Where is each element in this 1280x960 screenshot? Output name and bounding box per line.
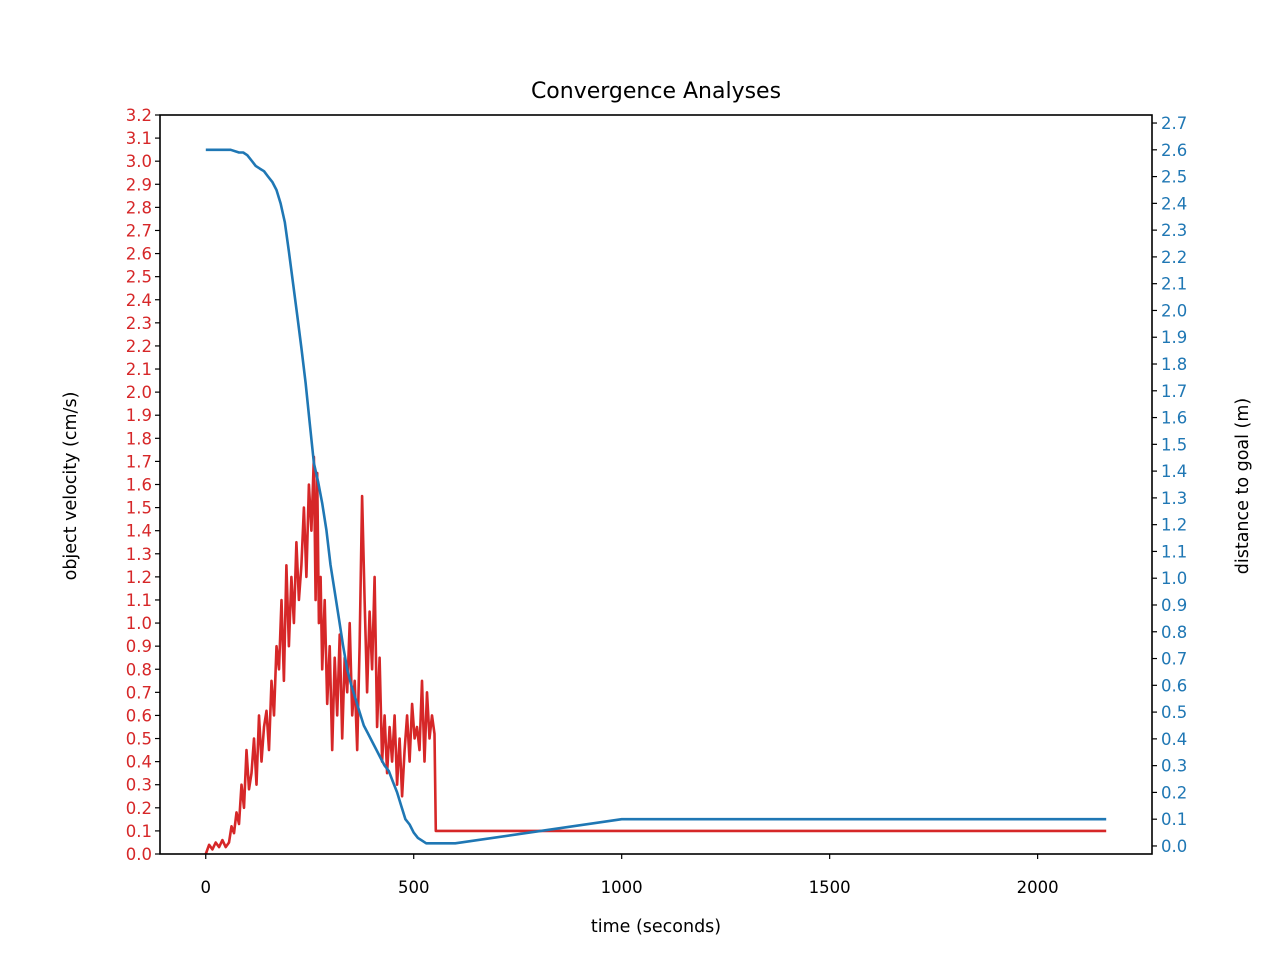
right-tick-label: 0.6: [1161, 676, 1187, 695]
left-tick-label: 1.2: [126, 568, 152, 587]
left-tick-label: 3.1: [126, 129, 152, 148]
right-tick-label: 2.2: [1161, 248, 1187, 267]
right-tick-label: 1.1: [1161, 542, 1187, 561]
left-tick-label: 3.2: [126, 106, 152, 125]
distance-series-line: [205, 148, 1107, 845]
x-tick-label: 2000: [1017, 878, 1059, 897]
right-tick-label: 1.3: [1161, 489, 1187, 508]
left-tick-label: 0.9: [126, 637, 152, 656]
right-tick-label: 1.5: [1161, 435, 1187, 454]
left-tick-label: 1.8: [126, 429, 152, 448]
x-tick-label: 0: [201, 878, 212, 897]
left-tick-label: 2.9: [126, 175, 152, 194]
right-tick-label: 0.9: [1161, 596, 1187, 615]
right-axis-label: distance to goal (m): [1233, 398, 1253, 575]
left-tick-label: 0.2: [126, 799, 152, 818]
left-tick-label: 0.5: [126, 730, 152, 749]
x-tick-label: 500: [398, 878, 430, 897]
right-tick-label: 2.0: [1161, 301, 1187, 320]
x-tick-label: 1000: [601, 878, 643, 897]
left-tick-label: 2.7: [126, 221, 152, 240]
left-tick-label: 2.1: [126, 360, 152, 379]
left-tick-label: 2.2: [126, 337, 152, 356]
right-tick-label: 2.4: [1161, 194, 1187, 213]
right-tick-label: 0.4: [1161, 730, 1187, 749]
right-tick-label: 1.8: [1161, 355, 1187, 374]
series-layer: [204, 148, 1107, 855]
left-tick-label: 0.1: [126, 822, 152, 841]
right-tick-label: 1.0: [1161, 569, 1187, 588]
right-tick-label: 1.6: [1161, 409, 1187, 428]
left-tick-label: 0.0: [126, 845, 152, 864]
left-tick-label: 0.7: [126, 683, 152, 702]
left-tick-label: 2.4: [126, 291, 152, 310]
left-tick-label: 1.7: [126, 452, 152, 471]
right-tick-label: 0.7: [1161, 650, 1187, 669]
right-tick-label: 0.1: [1161, 810, 1187, 829]
velocity-series-line: [204, 455, 1107, 855]
left-tick-label: 1.1: [126, 591, 152, 610]
left-tick-label: 1.4: [126, 522, 152, 541]
left-tick-label: 2.6: [126, 245, 152, 264]
right-tick-label: 1.2: [1161, 516, 1187, 535]
left-tick-label: 0.3: [126, 776, 152, 795]
x-axis-label: time (seconds): [591, 917, 721, 937]
left-tick-label: 1.0: [126, 614, 152, 633]
right-axis-ticks: 0.0 0.1 0.2 0.3 0.4 0.5 0.6 0.7 0.8 0.9 1.0 1.1 1.2 1…: [1152, 114, 1187, 856]
left-tick-label: 1.9: [126, 406, 152, 425]
x-tick-label: 1500: [809, 878, 851, 897]
right-tick-label: 0.8: [1161, 623, 1187, 642]
left-tick-label: 3.0: [126, 152, 152, 171]
right-tick-label: 0.2: [1161, 783, 1187, 802]
right-tick-label: 2.7: [1161, 114, 1187, 133]
left-tick-label: 2.3: [126, 314, 152, 333]
left-tick-label: 0.8: [126, 660, 152, 679]
right-tick-label: 0.3: [1161, 757, 1187, 776]
right-tick-label: 0.5: [1161, 703, 1187, 722]
left-axis-ticks: 0.0 0.1 0.2 0.3 0.4 0.5 0.6 0.7 0.8 0.9 1.0 1.1 1.2 1…: [126, 106, 160, 864]
chart-title: Convergence Analyses: [531, 79, 781, 104]
plot-frame: [159, 114, 1153, 855]
right-tick-label: 2.5: [1161, 168, 1187, 187]
left-tick-label: 2.5: [126, 268, 152, 287]
left-tick-label: 2.0: [126, 383, 152, 402]
right-tick-label: 2.6: [1161, 141, 1187, 160]
right-tick-label: 2.1: [1161, 275, 1187, 294]
left-tick-label: 1.5: [126, 499, 152, 518]
x-axis-ticks: 0 500 1000 1500 2000: [201, 854, 1059, 897]
right-tick-label: 1.4: [1161, 462, 1187, 481]
left-tick-label: 1.3: [126, 545, 152, 564]
left-axis-label: object velocity (cm/s): [61, 392, 81, 581]
left-tick-label: 2.8: [126, 198, 152, 217]
left-tick-label: 1.6: [126, 476, 152, 495]
right-tick-label: 0.0: [1161, 837, 1187, 856]
right-tick-label: 1.7: [1161, 382, 1187, 401]
right-tick-label: 1.9: [1161, 328, 1187, 347]
left-tick-label: 0.6: [126, 706, 152, 725]
right-tick-label: 2.3: [1161, 221, 1187, 240]
left-tick-label: 0.4: [126, 753, 152, 772]
